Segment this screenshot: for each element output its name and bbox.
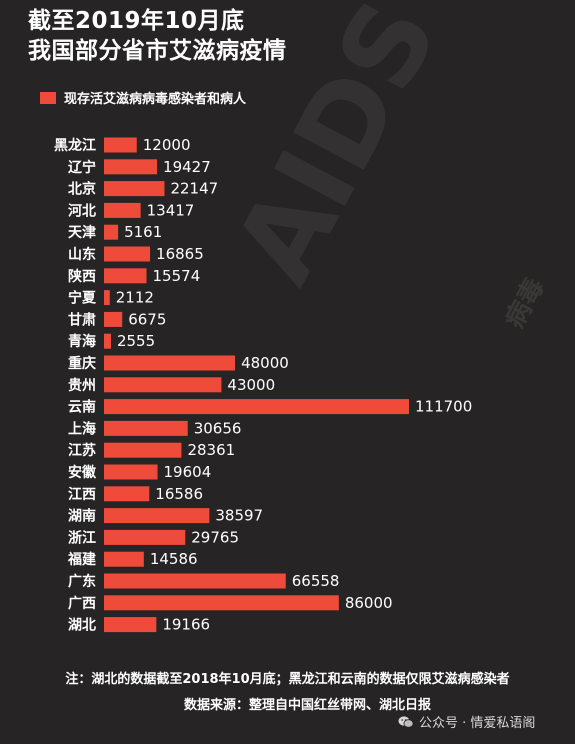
bar xyxy=(104,246,151,262)
value-label: 19604 xyxy=(164,463,212,481)
bar xyxy=(104,181,165,197)
category-label: 湖北 xyxy=(68,618,96,634)
bar xyxy=(104,508,210,524)
category-label: 安徽 xyxy=(68,464,97,481)
bar xyxy=(104,290,110,306)
legend-label: 现存活艾滋病病毒感染者和病人 xyxy=(64,92,247,107)
value-label: 111700 xyxy=(415,398,472,416)
category-label: 上海 xyxy=(68,420,96,437)
bar xyxy=(104,617,157,633)
bar xyxy=(104,595,339,611)
value-label: 16865 xyxy=(156,245,204,263)
bar xyxy=(104,202,141,218)
value-label: 6675 xyxy=(128,310,166,328)
category-label: 湖南 xyxy=(68,508,96,525)
value-label: 12000 xyxy=(143,136,191,154)
footnote: 注：湖北的数据截至2018年10月底；黑龙江和云南的数据仅限艾滋病感染者 xyxy=(65,672,510,687)
category-label: 山东 xyxy=(68,246,96,263)
bar xyxy=(104,464,158,480)
value-label: 29765 xyxy=(191,528,239,546)
bar xyxy=(104,399,409,415)
category-label: 北京 xyxy=(68,181,96,198)
category-label: 重庆 xyxy=(68,355,96,372)
category-label: 贵州 xyxy=(68,377,96,394)
value-label: 86000 xyxy=(345,594,393,612)
category-label: 江苏 xyxy=(68,442,96,459)
bar xyxy=(104,551,144,567)
bar xyxy=(104,333,111,349)
value-label: 2555 xyxy=(117,332,155,350)
value-label: 30656 xyxy=(194,419,242,437)
category-label: 江西 xyxy=(68,486,96,503)
value-label: 22147 xyxy=(170,180,218,198)
bar xyxy=(104,268,147,284)
bar xyxy=(104,137,137,153)
category-label: 宁夏 xyxy=(68,290,97,307)
title-line-1: 截至2019年10月底 xyxy=(28,8,245,34)
title-line-2: 我国部分省市艾滋病疫情 xyxy=(28,38,287,64)
chart-title: 截至2019年10月底 我国部分省市艾滋病疫情 xyxy=(28,6,287,66)
value-label: 66558 xyxy=(292,572,340,590)
category-label: 青海 xyxy=(68,333,96,350)
bar xyxy=(104,355,236,371)
bar xyxy=(104,573,286,589)
value-label: 13417 xyxy=(147,201,195,219)
value-label: 2112 xyxy=(116,289,154,307)
category-label: 广西 xyxy=(68,595,96,612)
category-label: 辽宁 xyxy=(68,159,96,176)
legend-swatch xyxy=(40,91,56,104)
chart-legend: 现存活艾滋病病毒感染者和病人 xyxy=(40,88,246,107)
bar xyxy=(104,529,186,545)
footer-text: 公众号 · 情爱私语阁 xyxy=(419,716,536,731)
value-label: 19427 xyxy=(163,158,211,176)
category-label: 浙江 xyxy=(68,529,96,546)
value-label: 15574 xyxy=(153,267,201,285)
category-label: 云南 xyxy=(68,399,96,416)
bar xyxy=(104,311,123,327)
bar xyxy=(104,159,158,175)
category-label: 河北 xyxy=(68,202,96,219)
value-label: 16586 xyxy=(155,485,203,503)
data-source: 数据来源：整理自中国红丝带网、湖北日报 xyxy=(183,698,431,713)
wechat-icon xyxy=(398,715,414,728)
category-label: 福建 xyxy=(67,551,96,568)
category-label: 甘肃 xyxy=(68,311,96,328)
value-label: 5161 xyxy=(124,223,162,241)
value-label: 28361 xyxy=(187,441,235,459)
category-label: 天津 xyxy=(68,224,96,241)
bar xyxy=(104,224,119,240)
wechat-footer: 公众号 · 情爱私语阁 xyxy=(398,712,535,731)
category-label: 陕西 xyxy=(68,268,96,285)
value-label: 43000 xyxy=(227,376,275,394)
value-label: 38597 xyxy=(215,507,263,525)
bar xyxy=(104,442,182,458)
bar xyxy=(104,377,222,393)
value-label: 14586 xyxy=(150,550,198,568)
value-label: 19166 xyxy=(162,616,210,634)
category-label: 广东 xyxy=(68,573,96,590)
value-label: 48000 xyxy=(241,354,289,372)
bar xyxy=(104,420,188,436)
category-label: 黑龙江 xyxy=(54,137,96,154)
bar xyxy=(104,486,150,502)
